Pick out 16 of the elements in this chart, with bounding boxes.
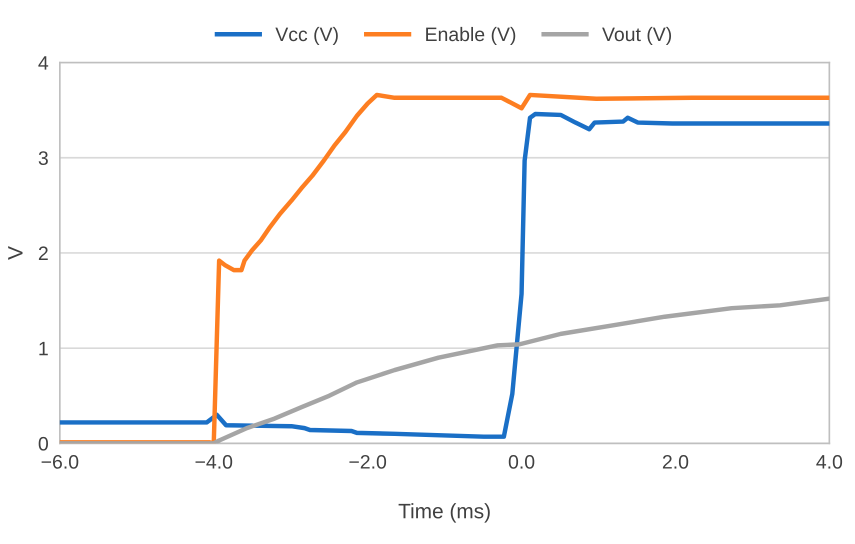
x-axis-title: Time (ms) [398, 503, 490, 523]
y-tick-label: 2 [38, 246, 48, 260]
x-tick-label: −6.0 [42, 454, 78, 469]
x-tick-label: −2.0 [349, 454, 386, 469]
x-tick-label: −4.0 [196, 454, 232, 469]
legend-label: Vcc (V) [275, 26, 338, 46]
y-tick-label: 0 [38, 436, 48, 451]
y-tick-label: 3 [38, 151, 48, 165]
y-tick-label: 1 [39, 342, 48, 356]
x-tick-label: 4.0 [816, 454, 842, 469]
legend-label: Enable (V) [426, 26, 516, 46]
y-axis-title: V [8, 246, 22, 260]
x-tick-label: 2.0 [662, 454, 688, 469]
legend-label: Vout (V) [602, 26, 672, 46]
x-tick-label: 0.0 [508, 454, 534, 469]
y-tick-label: 4 [38, 56, 48, 70]
